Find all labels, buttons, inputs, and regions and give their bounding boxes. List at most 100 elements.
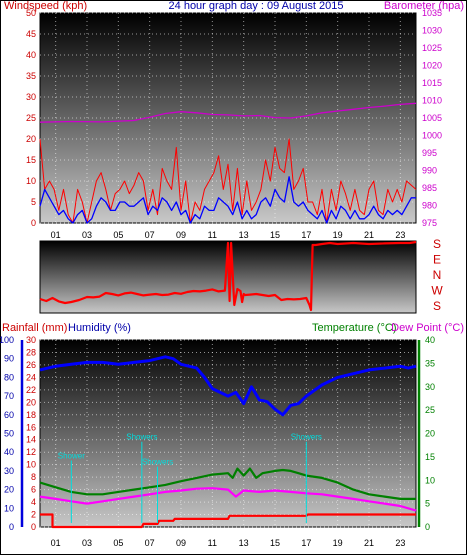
humidity-y-tick-label: 90: [4, 354, 14, 364]
wind-y-tick-label: 45: [26, 29, 36, 39]
rain-annotation-label: Showers: [291, 433, 322, 442]
humidity-y-tick-label: 30: [4, 466, 14, 476]
humidity-y-tick-label: 20: [4, 485, 14, 495]
wind-x-tick-label: 17: [301, 230, 311, 240]
climate-x-tick-label: 07: [145, 538, 155, 548]
dewpoint-axis-label: Dew Point (°C): [391, 322, 464, 334]
baro-y-tick-label: 990: [422, 166, 437, 176]
wind-x-tick-label: 05: [113, 230, 123, 240]
rainfall-y-tick-label: 14: [26, 435, 36, 445]
humidity-y-tick-label: 80: [4, 372, 14, 382]
baro-y-tick-label: 1015: [422, 78, 442, 88]
rain-annotation-label: Showers: [126, 433, 157, 442]
temperature-axis-label: Temperature (°C): [312, 322, 396, 334]
temperature-y-tick-label: 0: [425, 522, 430, 532]
climate-x-tick-label: 11: [208, 538, 217, 548]
humidity-series-line: [39, 355, 417, 417]
wind-y-tick-label: 40: [26, 50, 36, 60]
baro-y-tick-label: 995: [422, 148, 437, 158]
baro-y-tick-label: 980: [422, 201, 437, 211]
wind-x-tick-label: 01: [51, 230, 61, 240]
baro-y-tick-label: 1020: [422, 61, 442, 71]
wind-x-tick-label: 15: [270, 230, 280, 240]
wind-x-tick-label: 11: [208, 230, 217, 240]
direction-compass-label: E: [433, 253, 441, 267]
wind-x-tick-label: 03: [82, 230, 92, 240]
baro-y-tick-label: 985: [422, 183, 437, 193]
climate-x-tick-label: 03: [82, 538, 92, 548]
temperature-y-tick-label: 30: [425, 382, 435, 392]
wind-y-tick-label: 20: [26, 134, 36, 144]
rain-annotation-label: Showers: [142, 458, 173, 467]
rainfall-y-tick-label: 10: [26, 460, 36, 470]
temperature-y-tick-label: 40: [425, 335, 435, 345]
humidity-y-tick-label: 60: [4, 410, 14, 420]
temperature-y-tick-label: 20: [425, 429, 435, 439]
baro-y-tick-label: 1025: [422, 43, 442, 53]
wind-x-tick-label: 23: [395, 230, 405, 240]
climate-plot-area: [39, 339, 417, 528]
gust-series-line: [39, 138, 417, 224]
dewpoint-series-line: [39, 487, 417, 512]
wind-y-tick-label: 5: [31, 197, 36, 207]
humidity-y-tick-label: 40: [4, 447, 14, 457]
temperature-y-tick-label: 15: [425, 452, 435, 462]
rainfall-y-tick-label: 12: [26, 447, 36, 457]
baro-y-tick-label: 1005: [422, 113, 442, 123]
direction-compass-label: N: [433, 268, 442, 282]
rainfall-y-tick-label: 6: [31, 485, 36, 495]
humidity-y-tick-label: 0: [9, 522, 14, 532]
baro-y-tick-label: 1030: [422, 26, 442, 36]
wind-y-tick-label: 0: [31, 218, 36, 228]
baro-series-line: [39, 102, 417, 123]
wind-y-tick-label: 30: [26, 92, 36, 102]
rainfall-y-tick-label: 18: [26, 410, 36, 420]
direction-compass-label: S: [433, 299, 441, 313]
wind-y-tick-label: 35: [26, 71, 36, 81]
wind-x-tick-label: 09: [176, 230, 186, 240]
rainfall-y-tick-label: 4: [31, 497, 36, 507]
climate-x-tick-label: 21: [364, 538, 374, 548]
humidity-y-tick-label: 50: [4, 429, 14, 439]
wind-y-tick-label: 50: [26, 8, 36, 18]
baro-y-tick-label: 1010: [422, 96, 442, 106]
climate-x-tick-label: 23: [395, 538, 405, 548]
wind-x-tick-label: 19: [333, 230, 343, 240]
baro-y-tick-label: 975: [422, 218, 437, 228]
climate-x-tick-label: 17: [301, 538, 311, 548]
direction-compass-label: W: [431, 284, 443, 298]
temperature-y-tick-label: 5: [425, 499, 430, 509]
wind-x-tick-label: 07: [145, 230, 155, 240]
climate-x-tick-label: 05: [113, 538, 123, 548]
temperature-y-tick-label: 10: [425, 475, 435, 485]
climate-x-tick-label: 15: [270, 538, 280, 548]
temperature-y-tick-label: 35: [425, 358, 435, 368]
rainfall-y-tick-label: 28: [26, 347, 36, 357]
climate-x-tick-label: 09: [176, 538, 186, 548]
baro-y-tick-label: 1000: [422, 131, 442, 141]
rainfall-series-line: [40, 513, 416, 529]
humidity-y-tick-label: 70: [4, 391, 14, 401]
rainfall-y-tick-label: 26: [26, 360, 36, 370]
rainfall-y-tick-label: 30: [26, 335, 36, 345]
rainfall-y-tick-label: 24: [26, 372, 36, 382]
temperature-series-line: [39, 467, 416, 500]
rainfall-y-tick-label: 16: [26, 422, 36, 432]
humidity-y-tick-label: 100: [0, 335, 14, 345]
climate-x-tick-label: 19: [333, 538, 343, 548]
direction-series-line: [39, 240, 417, 312]
temperature-y-tick-label: 25: [425, 405, 435, 415]
barometer-axis-label: Barometer (hpa): [384, 0, 464, 12]
rainfall-y-tick-label: 8: [31, 472, 36, 482]
wind-x-tick-label: 21: [364, 230, 374, 240]
wind-y-tick-label: 10: [26, 176, 36, 186]
climate-x-tick-label: 01: [51, 538, 61, 548]
rainfall-y-tick-label: 20: [26, 397, 36, 407]
avg-series-line: [39, 176, 416, 224]
climate-x-tick-label: 13: [239, 538, 249, 548]
rainfall-y-tick-label: 2: [31, 510, 36, 520]
wind-y-tick-label: 15: [26, 155, 36, 165]
baro-y-tick-label: 1035: [422, 8, 442, 18]
direction-compass-label: S: [433, 237, 441, 251]
